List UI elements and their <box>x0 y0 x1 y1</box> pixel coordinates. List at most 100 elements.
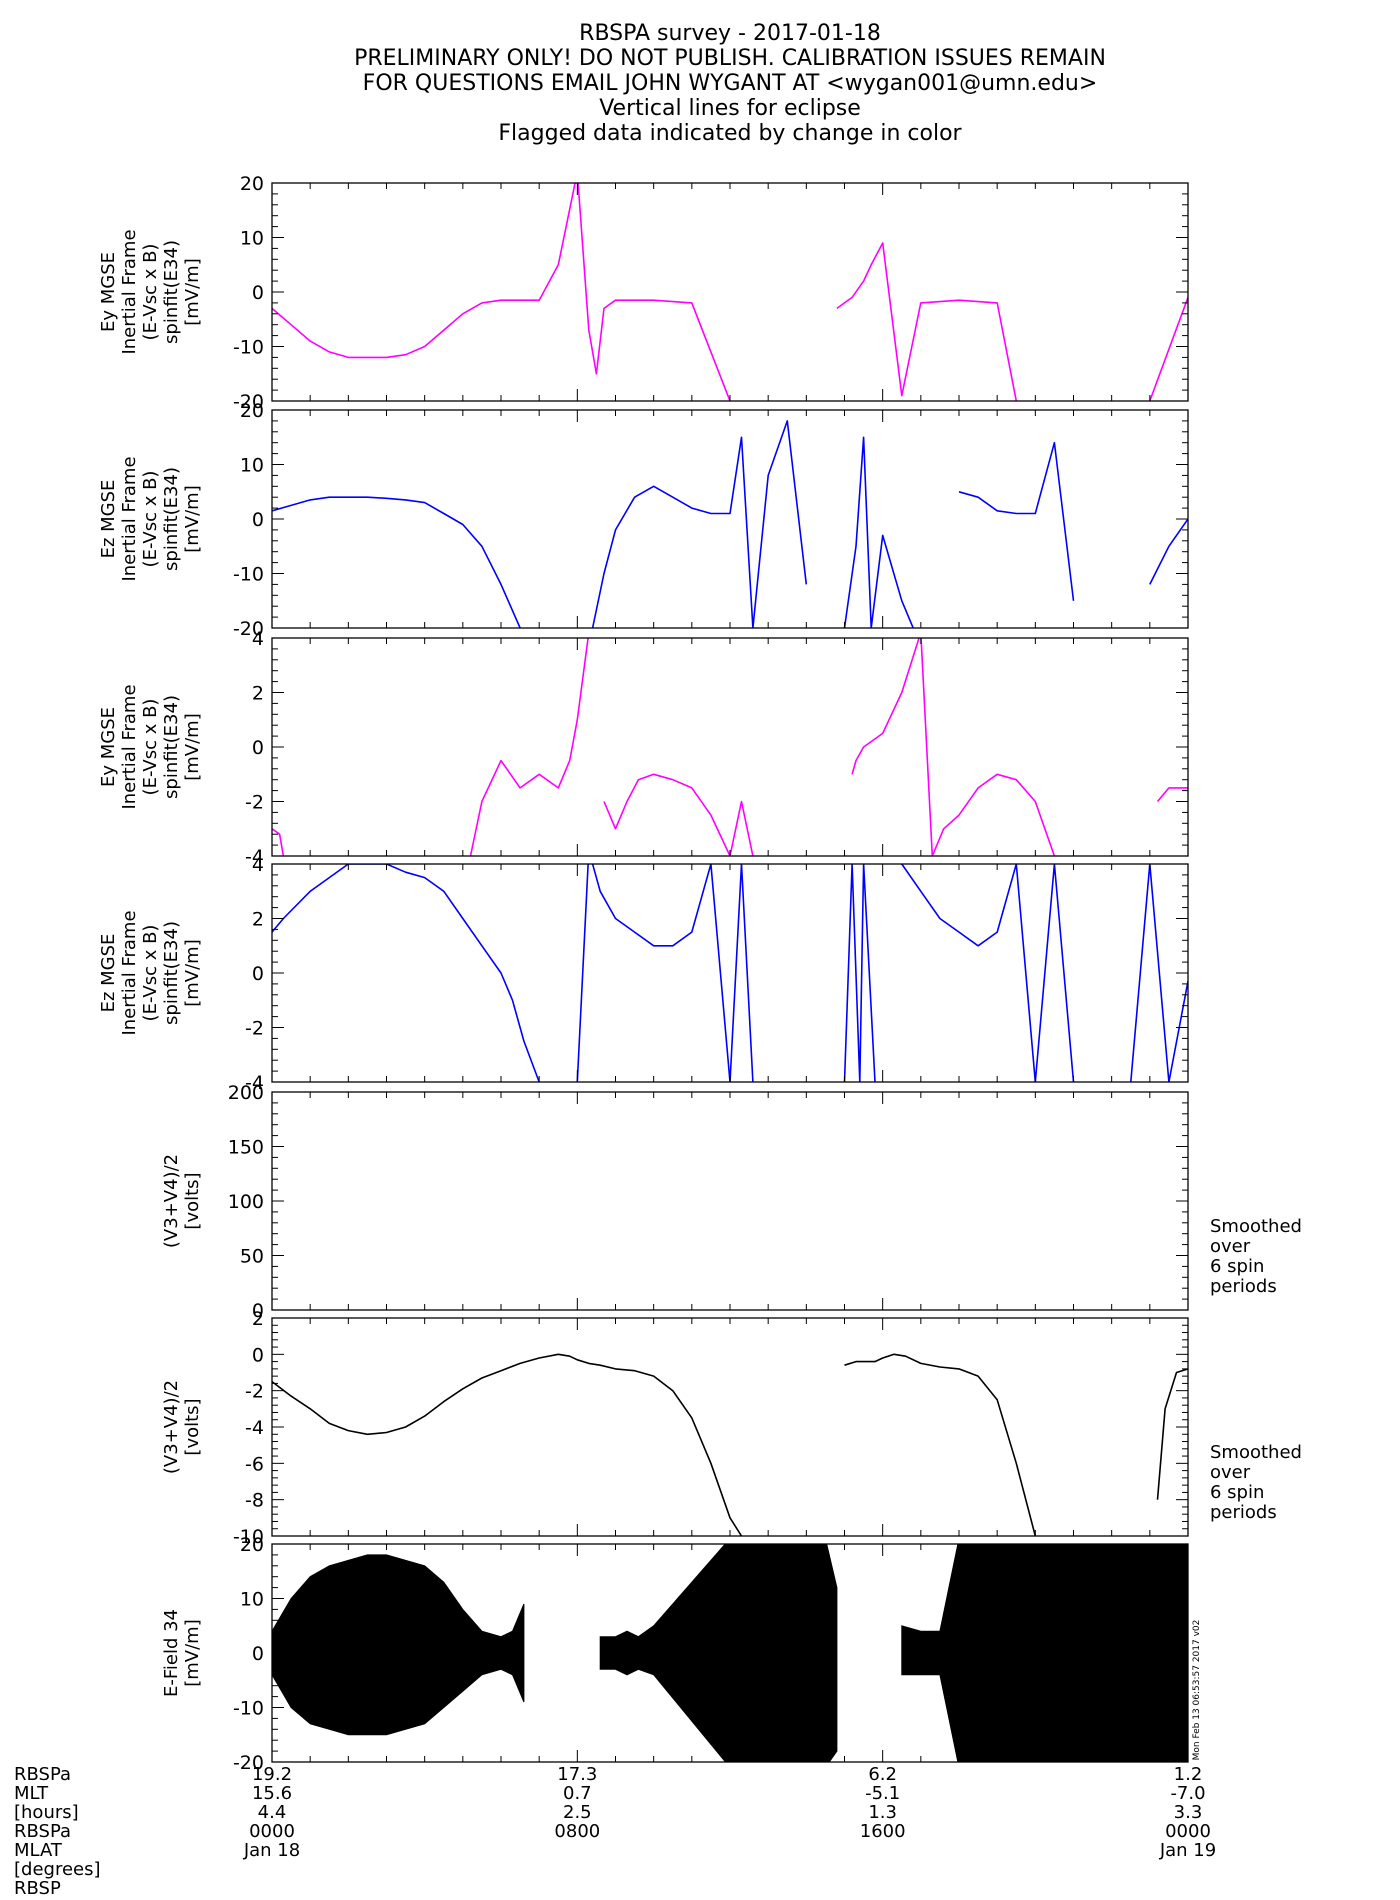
panel-5-ytick-label: -2 <box>245 1381 264 1403</box>
panel-5-ylabel-line-1: [volts] <box>182 1398 203 1455</box>
panel-1: -20 -10 0 10 20 Ez MGSE Inertial Frame (E-Vsc x… <box>98 400 1189 640</box>
x-tick-label-3-row-1: -7.0 <box>1170 1783 1205 1804</box>
x-axis-row-label-4: MLAT <box>14 1840 63 1861</box>
panel-0-ytick-label: 10 <box>240 228 264 250</box>
title-line-0: RBSPA survey - 2017-01-18 <box>579 21 881 46</box>
title-line-4: Flagged data indicated by change in colo… <box>498 121 962 146</box>
x-tick-label-1-row-3: 0800 <box>554 1821 600 1842</box>
panel-1-series-0 <box>272 420 1188 628</box>
panel-3-data <box>272 864 1188 1082</box>
panel-5-annotation-line-3: periods <box>1210 1502 1277 1523</box>
panel-3-ytick-label: 2 <box>252 909 264 931</box>
panel-2-ylabel-line-3: spinfit(E34) <box>161 695 182 799</box>
x-tick-label-1-row-2: 2.5 <box>563 1802 592 1823</box>
panel-4-ytick-label: 200 <box>228 1082 264 1104</box>
x-tick-label-2-row-1: -5.1 <box>865 1783 900 1804</box>
panel-4-frame <box>271 1091 1189 1311</box>
panel-0-ylabel-line-4: [mV/m] <box>182 258 203 326</box>
panel-2-series-0 <box>272 638 1188 856</box>
panel-0: -20 -10 0 10 20 Ey MGSE Inertial Frame (E-Vsc x… <box>98 173 1189 413</box>
panel-5-frame <box>271 1317 1189 1537</box>
panel-0-ylabel-line-3: spinfit(E34) <box>161 240 182 344</box>
x-axis-row-label-5: [degrees] <box>14 1859 101 1880</box>
title-line-1: PRELIMINARY ONLY! DO NOT PUBLISH. CALIBR… <box>354 46 1106 71</box>
x-axis-row-label-1: MLT <box>14 1783 49 1804</box>
panel-6-ylabel-line-0: E-Field 34 <box>161 1609 182 1697</box>
panel-3-ylabel-line-0: Ez MGSE <box>98 934 119 1013</box>
panel-4-ylabel-line-0: (V3+V4)/2 <box>161 1154 182 1248</box>
panel-5-ytick-label: -4 <box>245 1417 264 1439</box>
panel-1-ytick-label: -10 <box>233 564 264 586</box>
panel-0-ylabel-line-1: Inertial Frame <box>119 229 140 354</box>
panel-5-series-0 <box>272 1353 1188 1536</box>
panel-5-data <box>272 1353 1188 1536</box>
panel-3-ytick-label: -4 <box>245 1072 264 1094</box>
title-line-3: Vertical lines for eclipse <box>599 96 861 121</box>
panel-3-ylabel-line-4: [mV/m] <box>182 939 203 1007</box>
panel-6-ytick-label: 20 <box>240 1534 264 1556</box>
panel-0-data <box>272 183 1188 401</box>
timestamp-label: Mon Feb 13 06:53:57 2017 v02 <box>1192 1620 1202 1761</box>
panel-3-series-0 <box>272 864 1188 1082</box>
panel-4-data <box>480 1309 597 1310</box>
x-tick-label-3-row-4: Jan 19 <box>1159 1840 1216 1861</box>
panel-2-ylabel-line-2: (E-Vsc x B) <box>140 699 161 796</box>
panel-6-ytick-label: 0 <box>252 1643 264 1665</box>
panel-6-envelope-0 <box>272 1554 525 1736</box>
x-tick-label-2-row-3: 1600 <box>860 1821 906 1842</box>
x-axis-row-label-3: RBSPa <box>14 1821 71 1842</box>
panel-1-data <box>272 420 1188 628</box>
panel-5-annotation-line-2: 6 spin <box>1210 1482 1264 1503</box>
panel-6-ytick-label: -20 <box>233 1752 264 1774</box>
panel-1-frame <box>271 409 1189 629</box>
panel-4-ytick-label: 100 <box>228 1191 264 1213</box>
panel-6-data <box>272 1544 1188 1762</box>
panel-0-ylabel-line-0: Ey MGSE <box>98 252 119 332</box>
panel-4-series-0 <box>480 1309 597 1310</box>
panel-1-ylabel-line-0: Ez MGSE <box>98 480 119 559</box>
panel-2-ytick-label: 4 <box>252 628 264 650</box>
x-tick-label-0-row-2: 4.4 <box>258 1802 287 1823</box>
panel-6-ytick-label: -10 <box>233 1698 264 1720</box>
panel-2-ytick-label: 0 <box>252 737 264 759</box>
x-axis-row-label-2: [hours] <box>14 1802 79 1823</box>
panel-3-ylabel-line-3: spinfit(E34) <box>161 921 182 1025</box>
panel-5: -10 -8 -6 -4 -2 0 2 (V3+V4)/2 [volts] Smoothedove… <box>161 1308 1302 1548</box>
panel-6-ylabel-line-1: [mV/m] <box>182 1619 203 1687</box>
panel-0-ytick-label: -20 <box>233 391 264 413</box>
panel-2-ytick-label: -4 <box>245 846 264 868</box>
x-tick-label-0-row-1: 15.6 <box>252 1783 292 1804</box>
panel-3-frame <box>271 863 1189 1083</box>
x-tick-label-1-row-1: 0.7 <box>563 1783 592 1804</box>
panel-4-ytick-label: 50 <box>240 1246 264 1268</box>
panel-4-ylabel-line-1: [volts] <box>182 1172 203 1229</box>
title-line-2: FOR QUESTIONS EMAIL JOHN WYGANT AT <wyga… <box>363 71 1098 96</box>
panel-0-ytick-label: 0 <box>252 282 264 304</box>
x-tick-label-0-row-4: Jan 18 <box>243 1840 300 1861</box>
panel-0-ytick-label: -10 <box>233 337 264 359</box>
panel-2-ytick-label: -2 <box>245 792 264 814</box>
panel-2-ytick-label: 2 <box>252 683 264 705</box>
panel-5-ytick-label: -6 <box>245 1453 264 1475</box>
x-tick-label-1-row-0: 17.3 <box>557 1764 597 1785</box>
panel-3-ylabel-line-2: (E-Vsc x B) <box>140 925 161 1022</box>
panel-3-ylabel-line-1: Inertial Frame <box>119 910 140 1035</box>
panel-2-frame <box>271 637 1189 857</box>
panel-6: -20 -10 0 10 20 E-Field 34 [mV/m] <box>161 1534 1189 1774</box>
panel-2-data <box>272 638 1188 856</box>
panel-4-ytick-label: 0 <box>252 1300 264 1322</box>
panel-2-ylabel-line-1: Inertial Frame <box>119 684 140 809</box>
x-axis-row-label-6: RBSP <box>14 1878 61 1899</box>
panel-3: -4 -2 0 2 4 Ez MGSE Inertial Frame (E-Vsc x B) s… <box>98 854 1189 1094</box>
panel-6-ytick-label: 10 <box>240 1589 264 1611</box>
panel-1-ylabel-line-4: [mV/m] <box>182 485 203 553</box>
panel-3-ytick-label: 0 <box>252 963 264 985</box>
panel-5-annotation-line-1: over <box>1210 1462 1251 1483</box>
panel-5-ytick-label: 0 <box>252 1344 264 1366</box>
x-tick-label-0-row-0: 19.2 <box>252 1764 292 1785</box>
panel-5-ylabel-line-0: (V3+V4)/2 <box>161 1380 182 1474</box>
x-tick-label-0-row-3: 0000 <box>249 1821 295 1842</box>
